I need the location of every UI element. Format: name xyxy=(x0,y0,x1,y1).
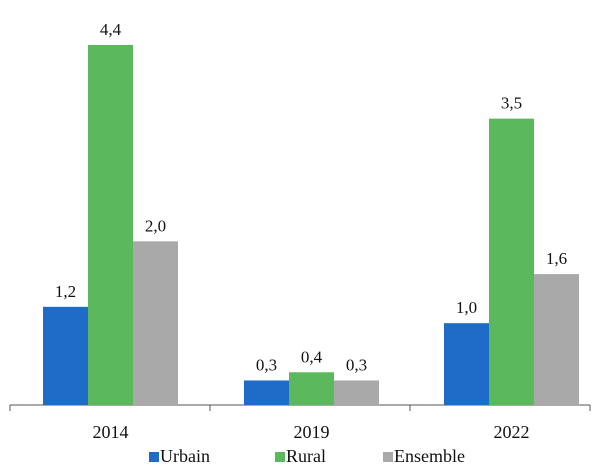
legend-label-urbain: Urbain xyxy=(160,446,210,466)
legend-label-ensemble: Ensemble xyxy=(394,446,465,466)
bar-ensemble-2014 xyxy=(133,241,178,405)
bar-urbain-2014 xyxy=(43,306,88,405)
data-label-urbain-2014: 1,2 xyxy=(55,282,76,301)
x-ticks: 2014 2019 2022 xyxy=(9,405,591,442)
x-tick-label-2019: 2019 xyxy=(294,422,330,442)
data-label-rural-2014: 4,4 xyxy=(100,20,122,39)
bar-ensemble-2022 xyxy=(534,274,579,405)
data-label-rural-2019: 0,4 xyxy=(301,347,323,366)
legend-swatch-ensemble xyxy=(383,452,393,462)
bar-rural-2022 xyxy=(489,118,534,406)
bar-ensemble-2019 xyxy=(334,380,379,405)
legend: Urbain Rural Ensemble xyxy=(149,446,465,466)
x-tick-label-2014: 2014 xyxy=(93,422,129,442)
data-label-urbain-2019: 0,3 xyxy=(256,355,277,374)
data-label-urbain-2022: 1,0 xyxy=(456,298,477,317)
x-tick-label-2022: 2022 xyxy=(494,422,530,442)
data-labels: 1,2 4,4 2,0 0,3 0,4 0,3 1,0 3,5 1,6 xyxy=(55,20,567,374)
data-label-ensemble-2022: 1,6 xyxy=(546,249,567,268)
data-label-ensemble-2019: 0,3 xyxy=(346,355,367,374)
legend-swatch-urbain xyxy=(149,452,159,462)
bar-urbain-2022 xyxy=(444,323,489,405)
bars xyxy=(43,45,579,406)
data-label-ensemble-2014: 2,0 xyxy=(145,216,166,235)
bar-urbain-2019 xyxy=(244,380,289,405)
bar-rural-2019 xyxy=(289,372,334,405)
bar-rural-2014 xyxy=(88,45,133,405)
legend-swatch-rural xyxy=(275,452,285,462)
data-label-rural-2022: 3,5 xyxy=(501,94,522,113)
legend-label-rural: Rural xyxy=(286,446,326,466)
